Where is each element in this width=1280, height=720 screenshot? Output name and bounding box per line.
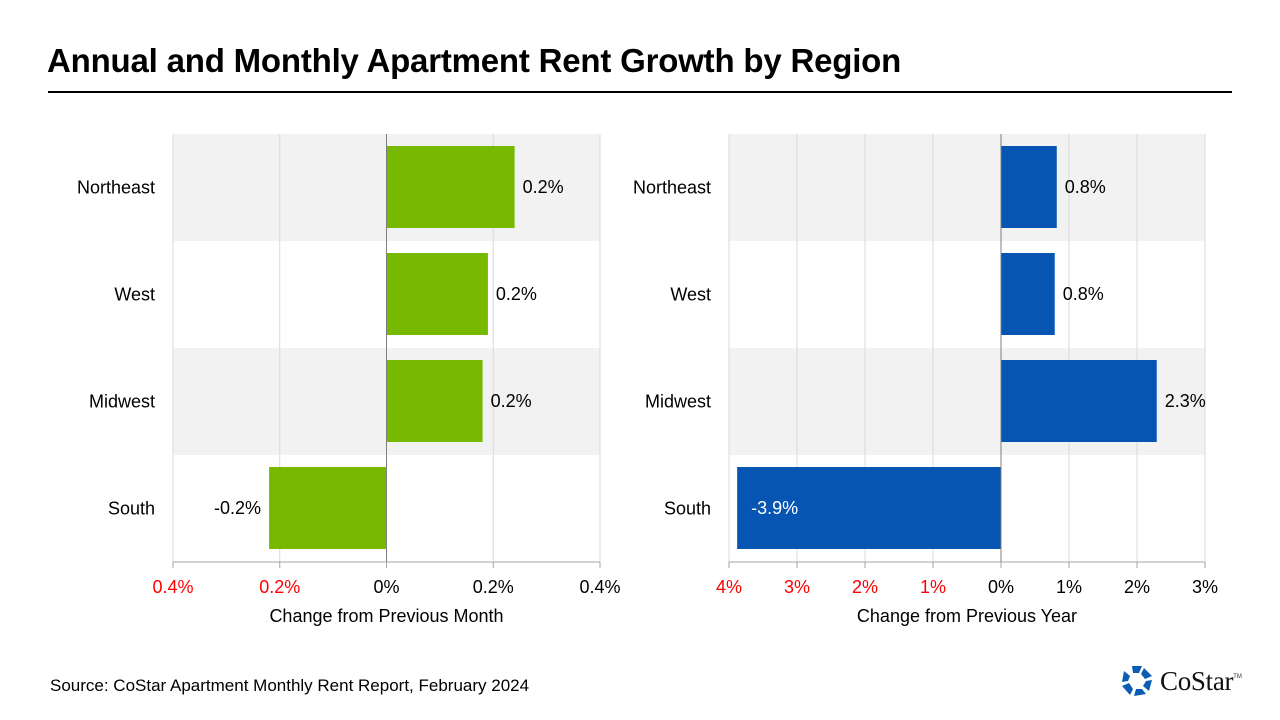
chart-title: Annual and Monthly Apartment Rent Growth… [47,42,902,79]
annual-data-label: 2.3% [1165,391,1206,411]
annual-tick-label: 2% [852,577,878,597]
monthly-bar-west [386,253,488,335]
annual-tick-label: 4% [716,577,742,597]
annual-tick-label: 0% [988,577,1014,597]
monthly-tick-label: 0% [373,577,399,597]
annual-tick-label: 1% [1056,577,1082,597]
annual-tick-label: 1% [920,577,946,597]
monthly-category-label: Midwest [89,392,155,412]
annual-bar-midwest [1001,360,1157,442]
annual-category-label: Northeast [633,178,711,198]
monthly-category-label: South [108,499,155,519]
monthly-data-label: -0.2% [214,498,261,518]
logo-trademark: TM [1233,674,1242,680]
monthly-tick-label: 0.4% [579,577,620,597]
annual-tick-label: 2% [1124,577,1150,597]
annual-data-label: 0.8% [1063,284,1104,304]
annual-bar-northeast [1001,146,1057,228]
monthly-bar-south [269,467,387,549]
monthly-bar-northeast [386,146,515,228]
monthly-category-label: West [114,285,155,305]
monthly-axis-title: Change from Previous Month [269,606,503,626]
monthly-data-label: 0.2% [523,177,564,197]
costar-star-icon [1122,666,1152,696]
monthly-tick-label: 0.4% [152,577,193,597]
annual-data-label: -3.9% [751,498,798,518]
costar-logo: CoStar TM [1120,664,1242,698]
annual-category-label: West [670,285,711,305]
monthly-tick-label: 0.2% [259,577,300,597]
monthly-data-label: 0.2% [496,284,537,304]
logo-text: CoStar [1160,665,1234,696]
annual-category-label: South [664,499,711,519]
annual-row-band [729,134,1205,241]
annual-tick-label: 3% [1192,577,1218,597]
title-divider [48,91,1232,93]
annual-axis-title: Change from Previous Year [857,606,1077,626]
source-note: Source: CoStar Apartment Monthly Rent Re… [50,676,530,695]
monthly-category-label: Northeast [77,178,155,198]
annual-bar-west [1001,253,1055,335]
annual-category-label: Midwest [645,392,711,412]
annual-bar-south [737,467,1001,549]
monthly-tick-label: 0.2% [473,577,514,597]
annual-data-label: 0.8% [1065,177,1106,197]
monthly-data-label: 0.2% [491,391,532,411]
annual-tick-label: 3% [784,577,810,597]
monthly-bar-midwest [386,360,483,442]
